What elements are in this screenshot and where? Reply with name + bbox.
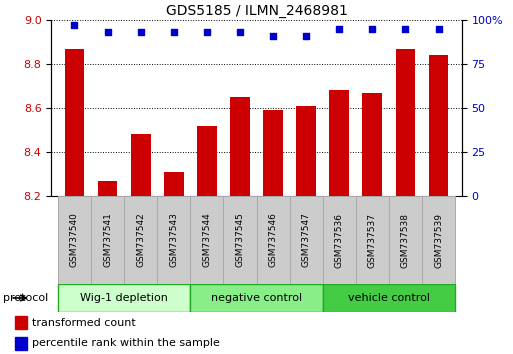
- Bar: [97, 181, 117, 196]
- Bar: [422, 196, 455, 284]
- Bar: [296, 106, 316, 196]
- Text: GSM737543: GSM737543: [169, 212, 178, 267]
- Text: GSM737546: GSM737546: [268, 212, 278, 267]
- Point: [435, 26, 443, 32]
- Text: percentile rank within the sample: percentile rank within the sample: [32, 338, 220, 348]
- Bar: [124, 196, 157, 284]
- Bar: [190, 196, 223, 284]
- Point: [401, 26, 409, 32]
- Bar: [15, 316, 28, 329]
- Text: GSM737547: GSM737547: [302, 212, 311, 267]
- Bar: [164, 172, 184, 196]
- Bar: [15, 337, 28, 350]
- Point: [104, 29, 112, 35]
- Point: [335, 26, 343, 32]
- Text: protocol: protocol: [4, 293, 49, 303]
- Bar: [323, 284, 455, 312]
- Title: GDS5185 / ILMN_2468981: GDS5185 / ILMN_2468981: [166, 4, 347, 18]
- Text: GSM737536: GSM737536: [335, 212, 344, 268]
- Bar: [131, 135, 151, 196]
- Text: GSM737545: GSM737545: [235, 212, 245, 267]
- Bar: [190, 284, 323, 312]
- Text: GSM737538: GSM737538: [401, 212, 410, 268]
- Bar: [223, 196, 256, 284]
- Bar: [290, 196, 323, 284]
- Bar: [256, 196, 290, 284]
- Point: [302, 33, 310, 39]
- Bar: [65, 48, 85, 196]
- Bar: [91, 196, 124, 284]
- Bar: [197, 126, 217, 196]
- Bar: [362, 93, 382, 196]
- Text: GSM737544: GSM737544: [202, 213, 211, 267]
- Bar: [356, 196, 389, 284]
- Text: GSM737541: GSM737541: [103, 212, 112, 267]
- Text: Wig-1 depletion: Wig-1 depletion: [80, 293, 168, 303]
- Point: [170, 29, 178, 35]
- Point: [269, 33, 277, 39]
- Text: transformed count: transformed count: [32, 318, 136, 327]
- Bar: [396, 48, 416, 196]
- Text: negative control: negative control: [211, 293, 302, 303]
- Bar: [389, 196, 422, 284]
- Text: GSM737540: GSM737540: [70, 212, 79, 267]
- Text: GSM737537: GSM737537: [368, 212, 377, 268]
- Text: GSM737539: GSM737539: [434, 212, 443, 268]
- Point: [203, 29, 211, 35]
- Bar: [58, 284, 190, 312]
- Bar: [230, 97, 250, 196]
- Bar: [323, 196, 356, 284]
- Bar: [157, 196, 190, 284]
- Point: [136, 29, 145, 35]
- Bar: [428, 55, 448, 196]
- Point: [70, 22, 78, 28]
- Bar: [263, 110, 283, 196]
- Bar: [58, 196, 91, 284]
- Bar: [329, 90, 349, 196]
- Point: [236, 29, 244, 35]
- Point: [368, 26, 377, 32]
- Text: GSM737542: GSM737542: [136, 213, 145, 267]
- Text: vehicle control: vehicle control: [348, 293, 430, 303]
